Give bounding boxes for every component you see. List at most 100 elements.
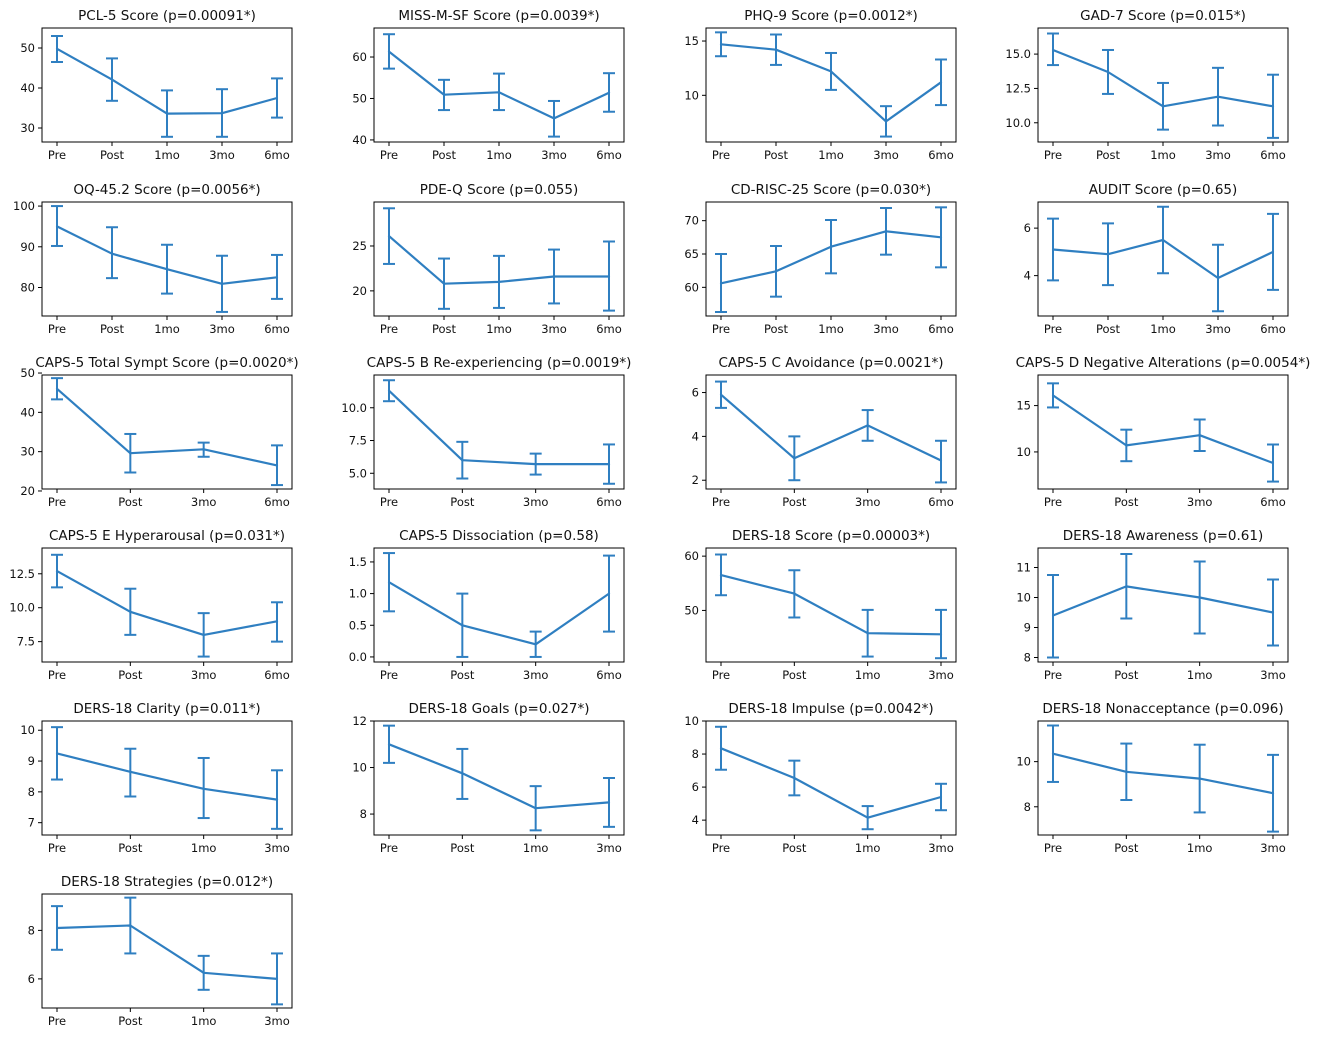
data-point bbox=[387, 389, 391, 392]
data-point bbox=[607, 463, 611, 466]
subplot-3: PHQ-9 Score (p=0.0012*) 10 15 Pre Post 1mo 3mo… bbox=[684, 8, 957, 162]
x-tick-label: Post bbox=[450, 495, 475, 509]
data-point bbox=[275, 96, 279, 100]
data-point bbox=[202, 633, 205, 636]
data-point bbox=[1106, 70, 1110, 74]
x-tick-label: Post bbox=[764, 322, 789, 336]
subplot-title: DERS-18 Strategies (p=0.012*) bbox=[61, 874, 273, 890]
x-tick-label: 6mo bbox=[1260, 148, 1286, 162]
y-tick-label: 25 bbox=[352, 239, 367, 253]
x-tick-label: Pre bbox=[712, 322, 730, 336]
y-tick-label: 6 bbox=[1024, 221, 1031, 235]
x-tick-label: Post bbox=[764, 148, 789, 162]
subplot-10: CAPS-5 B Re-experiencing (p=0.0019*) 5.0 7… bbox=[341, 355, 631, 509]
x-tick-label: 1mo bbox=[1150, 322, 1176, 336]
subplot-title: PDE-Q Score (p=0.055) bbox=[420, 182, 579, 198]
x-tick-label: 3mo bbox=[541, 148, 567, 162]
y-tick-label: 65 bbox=[684, 247, 699, 261]
x-tick-label: Post bbox=[782, 495, 807, 509]
subplot-12: CAPS-5 D Negative Alterations (p=0.0054*… bbox=[1016, 355, 1311, 509]
y-tick-label: 8 bbox=[1024, 800, 1031, 814]
x-tick-label: Post bbox=[118, 668, 143, 682]
x-tick-label: 3mo bbox=[264, 841, 290, 855]
y-tick-label: 70 bbox=[684, 214, 699, 228]
y-tick-label: 15 bbox=[684, 34, 699, 48]
subplot-8: AUDIT Score (p=0.65) 4 6 Pre Post 1mo 3mo 6mo bbox=[1024, 182, 1289, 336]
data-point bbox=[1051, 614, 1055, 617]
plot-frame bbox=[41, 720, 293, 836]
x-tick-label: Post bbox=[450, 668, 475, 682]
x-tick-label: 1mo bbox=[154, 148, 180, 162]
data-point bbox=[461, 459, 464, 462]
x-tick-label: Post bbox=[1114, 495, 1139, 509]
x-tick-label: 1mo bbox=[486, 322, 512, 336]
y-tick-label: 1.5 bbox=[349, 555, 367, 569]
subplot-9: CAPS-5 Total Sympt Score (p=0.0020*) 20 30… bbox=[20, 355, 298, 509]
x-tick-label: Pre bbox=[712, 495, 730, 509]
plot-frame bbox=[41, 374, 293, 490]
plot-frame bbox=[705, 201, 957, 317]
series-line bbox=[388, 581, 610, 646]
y-tick-label: 40 bbox=[20, 405, 35, 419]
plot-frame bbox=[41, 201, 293, 317]
subplot-title: DERS-18 Goals (p=0.027*) bbox=[408, 701, 589, 717]
data-point bbox=[129, 924, 132, 927]
data-point bbox=[442, 93, 446, 96]
series-line bbox=[56, 570, 278, 637]
x-tick-label: 3mo bbox=[1260, 668, 1286, 682]
plot-frame bbox=[1037, 201, 1289, 317]
x-tick-label: Pre bbox=[380, 841, 398, 855]
x-tick-label: 3mo bbox=[873, 322, 899, 336]
x-tick-label: Pre bbox=[380, 148, 398, 162]
data-point bbox=[534, 643, 537, 646]
data-point bbox=[607, 275, 611, 278]
y-tick-label: 8 bbox=[1024, 651, 1031, 665]
y-tick-label: 10.0 bbox=[9, 601, 35, 615]
x-tick-label: Post bbox=[782, 841, 807, 855]
data-point bbox=[1271, 792, 1275, 795]
subplot-title: DERS-18 Impulse (p=0.0042*) bbox=[728, 701, 933, 717]
x-tick-label: Pre bbox=[48, 322, 66, 336]
y-tick-label: 6 bbox=[692, 780, 699, 794]
subplot-title: DERS-18 Nonacceptance (p=0.096) bbox=[1042, 701, 1283, 717]
subplot-title: CAPS-5 Dissociation (p=0.58) bbox=[399, 528, 599, 544]
x-tick-label: 1mo bbox=[1187, 668, 1213, 682]
y-tick-label: 6 bbox=[28, 972, 35, 986]
data-point bbox=[719, 282, 723, 285]
data-point bbox=[774, 48, 778, 51]
x-tick-label: Post bbox=[1114, 841, 1139, 855]
subplot-13: CAPS-5 E Hyperarousal (p=0.031*) 7.5 10.0 1… bbox=[9, 528, 293, 682]
plot-frame bbox=[1037, 27, 1289, 143]
x-tick-label: Post bbox=[100, 322, 125, 336]
x-tick-label: Pre bbox=[48, 148, 66, 162]
x-tick-label: Pre bbox=[1044, 148, 1062, 162]
y-tick-label: 10 bbox=[1016, 445, 1031, 459]
x-tick-label: 1mo bbox=[523, 841, 549, 855]
x-tick-label: Pre bbox=[48, 1014, 66, 1028]
y-tick-label: 7.5 bbox=[17, 635, 35, 649]
data-point bbox=[939, 795, 943, 799]
subplot-20: DERS-18 Nonacceptance (p=0.096) 8 10 Pre Pos… bbox=[1016, 701, 1289, 855]
data-point bbox=[1198, 596, 1201, 599]
data-point bbox=[461, 772, 464, 775]
x-tick-label: 6mo bbox=[596, 322, 622, 336]
x-tick-label: 1mo bbox=[1187, 841, 1213, 855]
subplot-19: DERS-18 Impulse (p=0.0042*) 4 6 8 10 Pre Post 1… bbox=[684, 701, 957, 855]
x-tick-label: Post bbox=[432, 148, 457, 162]
x-tick-label: 6mo bbox=[264, 322, 290, 336]
series-line bbox=[720, 747, 942, 819]
x-tick-label: 3mo bbox=[191, 495, 217, 509]
data-point bbox=[387, 581, 391, 584]
y-tick-label: 1.0 bbox=[349, 587, 367, 601]
x-tick-label: 3mo bbox=[855, 495, 881, 509]
x-tick-label: Post bbox=[1096, 148, 1121, 162]
subplot-title: DERS-18 Clarity (p=0.011*) bbox=[73, 701, 260, 717]
subplot-14: CAPS-5 Dissociation (p=0.58) 0.0 0.5 1.0 1.5… bbox=[349, 528, 625, 682]
x-tick-label: 3mo bbox=[1187, 495, 1213, 509]
y-tick-label: 90 bbox=[20, 240, 35, 254]
subplot-title: CD-RISC-25 Score (p=0.030*) bbox=[731, 182, 931, 198]
data-point bbox=[55, 225, 59, 228]
data-point bbox=[275, 276, 279, 279]
subplot-21: DERS-18 Strategies (p=0.012*) 6 8 Pre Post 1m… bbox=[28, 874, 293, 1028]
data-point bbox=[55, 752, 59, 755]
